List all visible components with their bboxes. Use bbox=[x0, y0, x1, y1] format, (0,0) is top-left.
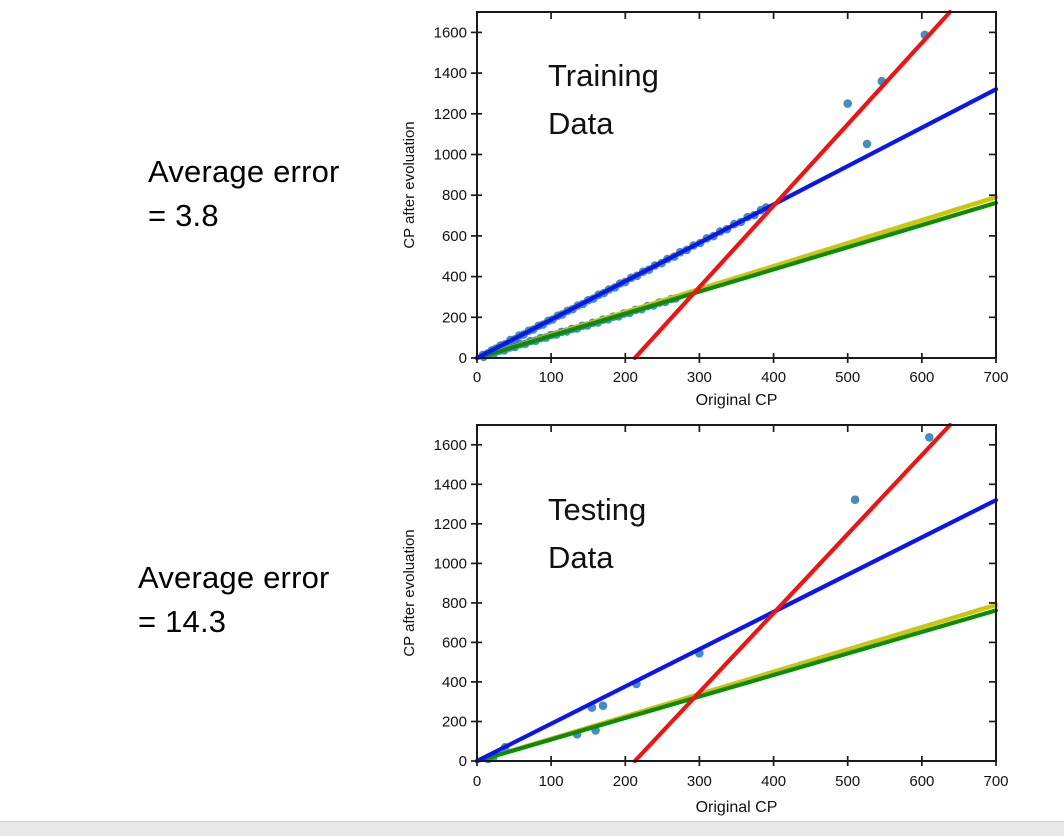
x-tick-label: 500 bbox=[835, 369, 860, 386]
testing-chart: 0 100 200 300 400 500 600 700 0 200 400 600 800 1000 1… bbox=[401, 422, 1009, 816]
y-tick-label: 600 bbox=[442, 634, 467, 651]
blue-fit-line bbox=[474, 87, 999, 361]
x-tick-label: 100 bbox=[539, 773, 564, 790]
x-tick-label: 700 bbox=[983, 773, 1008, 790]
y-tick-label: 1400 bbox=[434, 476, 467, 493]
y-tick-label: 1000 bbox=[434, 555, 467, 572]
x-tick-label: 200 bbox=[613, 369, 638, 386]
y-tick-label: 0 bbox=[459, 350, 467, 367]
x-tick-label: 100 bbox=[539, 369, 564, 386]
training-average-error-line2: = 3.8 bbox=[148, 198, 219, 233]
x-tick-label: 600 bbox=[909, 773, 934, 790]
y-tick-label: 400 bbox=[442, 269, 467, 286]
y-tick-label: 0 bbox=[459, 753, 467, 770]
x-tick-label: 400 bbox=[761, 773, 786, 790]
scatter-point bbox=[850, 495, 860, 504]
y-tick-label: 1600 bbox=[434, 437, 467, 454]
plot-frame bbox=[476, 11, 997, 359]
x-tick-label: 700 bbox=[983, 369, 1008, 386]
y-tick-label: 1000 bbox=[434, 147, 467, 164]
x-tick-label: 0 bbox=[473, 369, 481, 386]
y-axis-label: CP after evoluation bbox=[401, 121, 418, 248]
green-fit-line bbox=[474, 200, 999, 361]
x-tick-label: 200 bbox=[613, 773, 638, 790]
y-tick-label: 1400 bbox=[434, 65, 467, 82]
x-tick-label: 600 bbox=[909, 369, 934, 386]
testing-average-error-line1: Average error bbox=[138, 560, 330, 595]
scatter-point bbox=[843, 99, 852, 108]
x-tick-label: 300 bbox=[687, 369, 712, 386]
x-axis-label: Original CP bbox=[696, 799, 778, 816]
x-tick-label: 400 bbox=[761, 369, 786, 386]
scatter-point bbox=[925, 433, 934, 442]
training-average-error-line1: Average error bbox=[148, 154, 340, 189]
x-tick-label: 0 bbox=[473, 773, 481, 790]
x-axis-label: Original CP bbox=[696, 392, 778, 409]
training-chart: 0 100 200 300 400 500 600 700 0 200 400 600 800 1000 1… bbox=[401, 9, 1009, 409]
plot-frame bbox=[476, 424, 997, 762]
green-fit-line bbox=[474, 608, 999, 764]
testing-average-error-line2: = 14.3 bbox=[138, 604, 227, 639]
blue-fit-line bbox=[474, 497, 999, 764]
y-tick-label: 400 bbox=[442, 674, 467, 691]
y-tick-label: 200 bbox=[442, 714, 467, 731]
red-steep-line bbox=[632, 9, 953, 361]
y-tick-label: 800 bbox=[442, 595, 467, 612]
chart-title-line: Data bbox=[548, 106, 614, 141]
y-tick-label: 1200 bbox=[434, 106, 467, 123]
bottom-window-strip bbox=[0, 821, 1064, 836]
red-steep-line bbox=[632, 422, 953, 764]
chart-title-line: Training bbox=[548, 58, 659, 93]
y-axis-label: CP after evoluation bbox=[401, 529, 418, 656]
y-tick-label: 200 bbox=[442, 309, 467, 326]
testing-average-error-label: Average error = 14.3 bbox=[138, 556, 330, 644]
y-tick-label: 600 bbox=[442, 228, 467, 245]
x-tick-label: 500 bbox=[835, 773, 860, 790]
training-average-error-label: Average error = 3.8 bbox=[148, 150, 340, 238]
y-tick-label: 1600 bbox=[434, 24, 467, 41]
chart-title-line: Data bbox=[548, 540, 614, 575]
chart-title-line: Testing bbox=[548, 492, 646, 527]
y-tick-label: 1200 bbox=[434, 516, 467, 533]
x-tick-label: 300 bbox=[687, 773, 712, 790]
y-tick-label: 800 bbox=[442, 187, 467, 204]
scatter-point bbox=[598, 701, 608, 710]
scatter-point bbox=[862, 139, 872, 149]
